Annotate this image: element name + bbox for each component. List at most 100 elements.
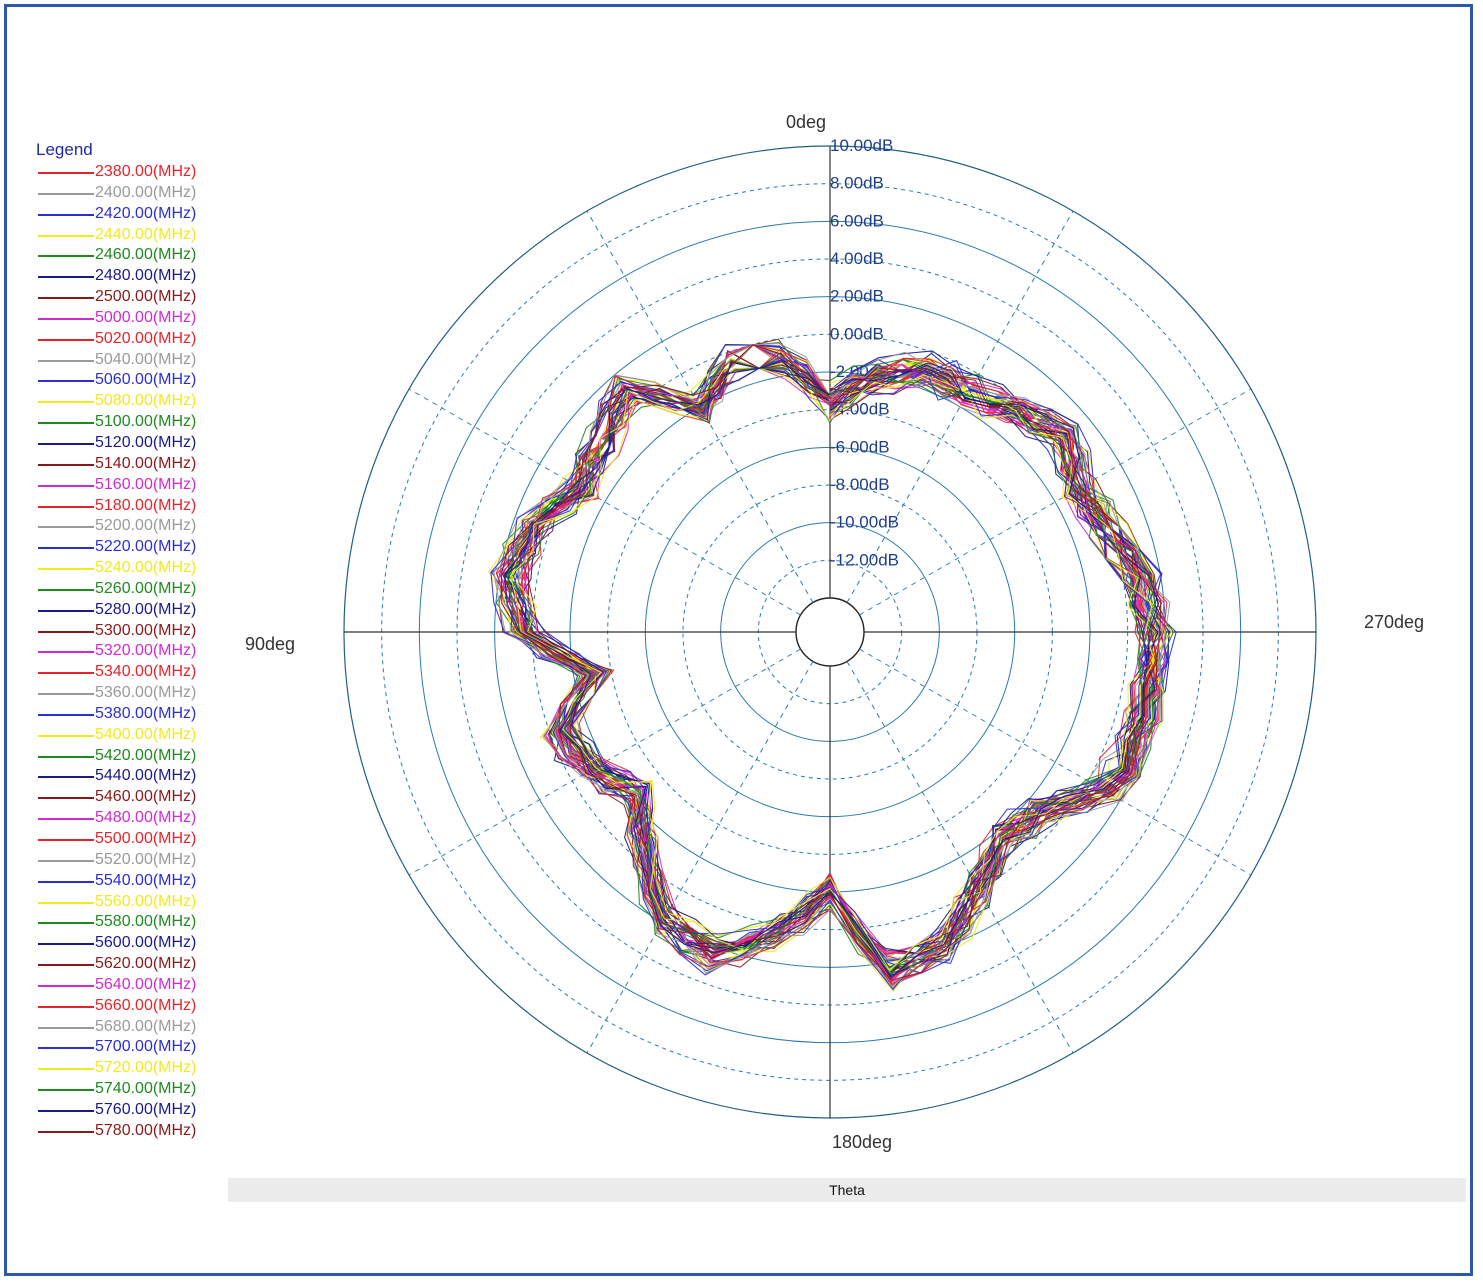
- legend-label: 5460.00(MHz): [95, 788, 197, 806]
- legend-label: 5620.00(MHz): [95, 955, 197, 973]
- radial-tick-label: 4.00dB: [830, 249, 884, 268]
- legend-item: 2440.00(MHz): [36, 225, 236, 246]
- legend-label: 5680.00(MHz): [95, 1017, 197, 1035]
- legend-item: 5260.00(MHz): [36, 579, 236, 600]
- legend-item: 5000.00(MHz): [36, 308, 236, 329]
- legend-swatch: [38, 1068, 94, 1071]
- legend-swatch: [38, 734, 94, 737]
- legend-swatch: [38, 1130, 94, 1133]
- legend-swatch: [38, 568, 94, 571]
- legend-item: 5140.00(MHz): [36, 454, 236, 475]
- legend-swatch: [38, 984, 94, 987]
- angle-label: 270deg: [1364, 612, 1424, 632]
- legend-swatch: [38, 192, 94, 195]
- legend-label: 5080.00(MHz): [95, 392, 197, 410]
- legend-swatch: [38, 713, 94, 716]
- legend-swatch: [38, 255, 94, 258]
- legend-item: 5020.00(MHz): [36, 329, 236, 350]
- legend-label: 5360.00(MHz): [95, 684, 197, 702]
- legend-label: 5300.00(MHz): [95, 621, 197, 639]
- series-line: [492, 342, 1171, 989]
- legend-item: 5040.00(MHz): [36, 350, 236, 371]
- legend-item: 2380.00(MHz): [36, 162, 236, 183]
- legend-item: 5700.00(MHz): [36, 1037, 236, 1058]
- legend-item: 5460.00(MHz): [36, 787, 236, 808]
- radial-tick-label: 0.00dB: [830, 324, 884, 343]
- legend-label: 2500.00(MHz): [95, 288, 197, 306]
- legend-item: 2420.00(MHz): [36, 204, 236, 225]
- legend-label: 5240.00(MHz): [95, 559, 197, 577]
- legend-item: 5060.00(MHz): [36, 370, 236, 391]
- legend-swatch: [38, 172, 94, 174]
- legend-label: 5040.00(MHz): [95, 350, 197, 368]
- legend-item: 5640.00(MHz): [36, 975, 236, 996]
- legend-label: 2400.00(MHz): [95, 183, 197, 201]
- legend-label: 2380.00(MHz): [95, 163, 197, 180]
- legend-swatch: [38, 297, 94, 300]
- radial-tick-label: 6.00dB: [830, 211, 884, 230]
- legend-swatch: [38, 338, 94, 341]
- legend-swatch: [38, 526, 94, 529]
- legend-item: 5520.00(MHz): [36, 850, 236, 871]
- series-line: [498, 344, 1167, 983]
- legend-label: 5060.00(MHz): [95, 371, 197, 389]
- series-line: [496, 344, 1151, 984]
- legend-swatch: [38, 213, 94, 216]
- legend-swatch: [38, 317, 94, 320]
- inner-ring: [795, 597, 865, 667]
- legend-swatch: [38, 422, 94, 425]
- legend-swatch: [38, 943, 94, 946]
- legend-label: 5020.00(MHz): [95, 329, 197, 347]
- legend-item: 5480.00(MHz): [36, 808, 236, 829]
- legend: Legend 2380.00(MHz) 2400.00(MHz) 2420.00(M…: [36, 140, 236, 1142]
- legend-label: 2440.00(MHz): [95, 225, 197, 243]
- radial-tick-label: -6.00dB: [830, 437, 890, 456]
- legend-swatch: [38, 1047, 94, 1050]
- legend-item: 5500.00(MHz): [36, 829, 236, 850]
- legend-item: 5600.00(MHz): [36, 933, 236, 954]
- legend-swatch: [38, 463, 94, 466]
- legend-swatch: [38, 234, 94, 237]
- legend-item: 5780.00(MHz): [36, 1121, 236, 1142]
- legend-swatch: [38, 839, 94, 841]
- radial-tick-label: 8.00dB: [830, 174, 884, 193]
- series-line: [505, 358, 1148, 975]
- legend-label: 5600.00(MHz): [95, 934, 197, 952]
- series-line: [506, 344, 1171, 974]
- legend-swatch: [38, 276, 94, 279]
- legend-item: 5080.00(MHz): [36, 391, 236, 412]
- series-line: [511, 352, 1159, 961]
- legend-swatch: [38, 693, 94, 696]
- series-line: [493, 344, 1160, 988]
- series-line: [510, 362, 1155, 971]
- legend-label: 5420.00(MHz): [95, 746, 197, 764]
- legend-item: 2500.00(MHz): [36, 287, 236, 308]
- legend-label: 5200.00(MHz): [95, 517, 197, 535]
- legend-label: 2460.00(MHz): [95, 246, 197, 264]
- legend-swatch: [38, 401, 94, 404]
- chart-frame: [4, 4, 1473, 1276]
- legend-label: 2420.00(MHz): [95, 204, 197, 222]
- legend-item: 5660.00(MHz): [36, 996, 236, 1017]
- legend-swatch: [38, 588, 94, 591]
- legend-swatch: [38, 672, 94, 675]
- legend-label: 5580.00(MHz): [95, 913, 197, 931]
- legend-title: Legend: [36, 140, 93, 159]
- legend-item: 5740.00(MHz): [36, 1079, 236, 1100]
- legend-item: 5400.00(MHz): [36, 725, 236, 746]
- angle-label: 180deg: [832, 1132, 892, 1152]
- legend-swatch: [38, 1109, 94, 1112]
- legend-swatch: [38, 1005, 94, 1008]
- series-line: [503, 360, 1159, 978]
- series-line: [524, 356, 1158, 980]
- radial-tick-label: -8.00dB: [830, 475, 890, 494]
- legend-label: 5000.00(MHz): [95, 308, 197, 326]
- legend-label: 5180.00(MHz): [95, 496, 197, 514]
- legend-label: 5700.00(MHz): [95, 1038, 197, 1056]
- legend-label: 5140.00(MHz): [95, 454, 197, 472]
- series-line: [504, 364, 1159, 977]
- series-line: [512, 358, 1150, 969]
- legend-item: 5380.00(MHz): [36, 704, 236, 725]
- series-line: [506, 359, 1156, 975]
- radial-tick-label: -10.00dB: [830, 513, 899, 532]
